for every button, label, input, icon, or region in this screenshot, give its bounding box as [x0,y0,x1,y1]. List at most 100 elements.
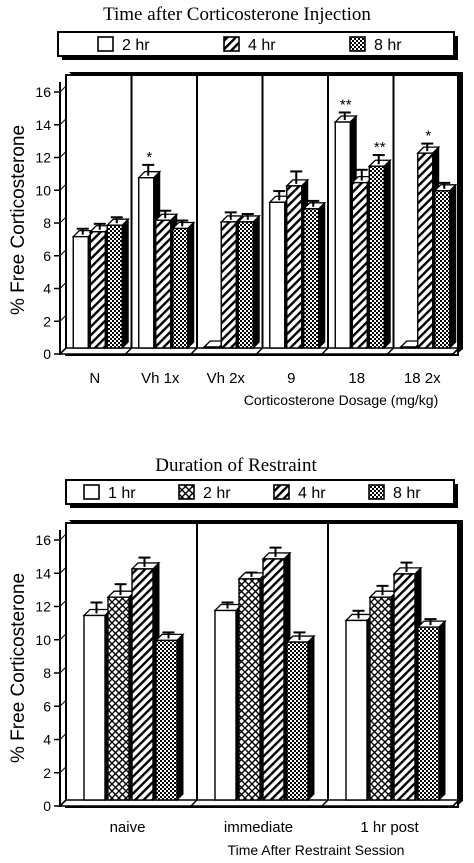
y-gridstub [59,766,67,774]
bar [106,589,137,802]
y-tick-label: 8 [43,215,51,231]
legend-label: 2 hr [122,37,150,54]
legend-label: 1 hr [108,485,136,502]
y-tick-label: 12 [35,599,51,615]
y-tick-label: 12 [35,150,51,166]
y-gridstub [59,600,67,607]
x-tick-label: N [89,370,100,387]
y-tick-label: 6 [43,248,51,264]
bar [367,159,392,350]
y-gridstub [59,733,67,740]
bar [433,183,458,350]
bar [285,634,316,802]
legend-label: 8 hr [374,37,402,54]
legend-box: 2 hr 4 hr 8 hr [57,31,458,60]
bar [105,217,130,350]
y-tick-label: 4 [43,281,51,297]
y-tick-label: 16 [35,532,51,548]
legend-swatch [83,484,100,500]
y-gridstub [59,799,67,807]
legend-item: 8 hr [349,36,402,54]
legend-swatch [97,36,114,52]
bar [171,221,196,350]
y-gridstub [59,183,67,191]
y-gridstub [59,118,67,126]
y-gridstub [59,85,67,93]
x-tick-label: Vh 2x [207,370,246,387]
x-tick-label: 18 [348,370,365,387]
y-tick-label: 2 [43,313,51,329]
bar [237,571,268,802]
significance-marker: * [425,128,431,145]
y-gridstub [59,282,67,289]
bar [392,566,423,802]
legend-item: 2 hr [97,36,150,54]
y-tick-label: 8 [43,665,51,681]
y-tick-label: 14 [35,117,51,133]
floor-notch [321,347,329,355]
x-tick-label: 18 2x [404,370,441,387]
y-tick-label: 0 [43,798,51,814]
legend-box: 1 hr 2 hr 4 hr 8 hr [65,479,458,508]
y-gridstub [59,566,67,574]
plot-area: 0 2 4 6 8 10 12 14 16 naive immediate 1 hr post [35,520,463,836]
legend-item: 4 hr [223,36,276,54]
y-tick-label: 14 [35,565,51,581]
legend-swatch [368,484,385,500]
chart-title: Time after Corticosterone Injection [103,4,371,25]
y-gridstub [59,151,67,158]
chart-panel-2: Duration of Restraint 1 hr 2 hr 4 hr 8 hr %… [8,455,463,858]
bar [236,214,261,350]
y-gridstub [59,633,67,641]
y-gridstub [59,666,67,674]
y-gridstub [59,249,67,257]
bar [213,603,244,802]
floor-notch [190,347,198,355]
bar [154,633,185,802]
floor-notch [190,799,198,807]
legend-item: 1 hr [83,484,136,502]
y-gridstub [59,216,67,224]
y-gridstub [59,699,67,707]
y-axis-label: % Free Corticosterone [8,573,29,763]
significance-marker: ** [340,96,352,113]
bar [416,619,447,802]
y-axis-label: % Free Corticosterone [8,125,29,315]
legend-swatch [178,484,195,500]
y-gridstub [59,533,67,541]
floor-notch [386,347,395,355]
y-tick-label: 10 [35,632,51,648]
legend-swatch [349,36,366,52]
y-gridstub [59,314,67,322]
chart-panel-1: Time after Corticosterone Injection 2 hr… [8,4,463,408]
legend-swatch [273,484,290,500]
y-gridstub [59,347,67,355]
legend-label: 8 hr [393,485,421,502]
bar [261,551,292,802]
x-tick-label: immediate [224,819,293,836]
y-tick-label: 2 [43,765,51,781]
legend-label: 2 hr [203,485,231,502]
plot-content: 0 2 4 6 8 10 12 14 16 naive immediate 1 hr post [35,524,461,836]
x-tick-label: 9 [287,370,295,387]
legend-item: 4 hr [273,484,326,502]
legend-item: 8 hr [368,484,421,502]
floor-notch [124,347,133,355]
x-axis-label: Time After Restraint Session [228,842,405,858]
legend-label: 4 hr [298,485,326,502]
legend-items: 1 hr 2 hr 4 hr 8 hr [83,484,421,502]
y-tick-label: 0 [43,346,51,362]
legend-label: 4 hr [248,37,276,54]
x-tick-label: 1 hr post [360,819,419,836]
y-tick-label: 4 [43,732,51,748]
legend-item: 2 hr [178,484,231,502]
floor-notch [452,347,460,355]
legend-swatch [223,36,240,52]
floor-notch [321,799,329,807]
x-axis-label: Corticosterone Dosage (mg/kg) [244,392,439,408]
y-tick-label: 10 [35,182,51,198]
bar [368,589,399,802]
y-tick-label: 16 [35,84,51,100]
